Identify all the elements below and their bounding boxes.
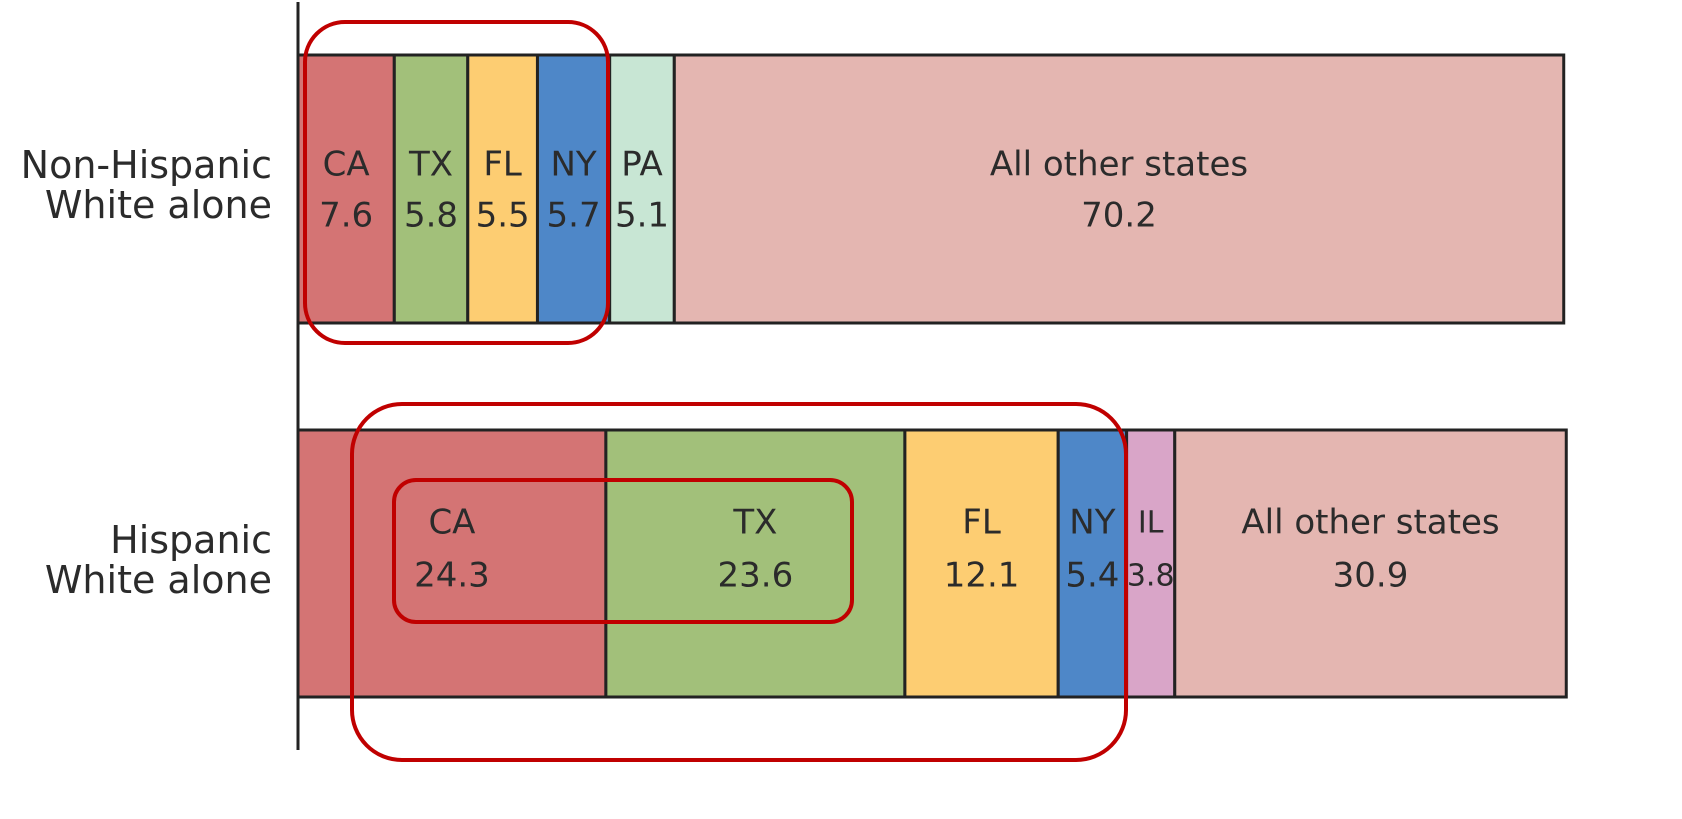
segment-name: CA	[323, 145, 370, 185]
segment-value: 3.8	[1127, 559, 1175, 594]
segment-name: PA	[621, 145, 663, 185]
segment-name: CA	[428, 503, 475, 543]
bar-segment	[604, 428, 907, 699]
segment-value: 5.1	[615, 196, 669, 236]
segment-name: TX	[732, 503, 777, 543]
segment-name: TX	[408, 145, 453, 185]
highlights	[303, 20, 1128, 762]
segment-value: 70.2	[1081, 196, 1157, 236]
segment-value: 12.1	[944, 556, 1020, 596]
segment-value: 23.6	[718, 556, 794, 596]
segment-name: All other states	[990, 145, 1248, 185]
segment-value: 5.5	[476, 196, 530, 236]
category-text: Non-Hispanic White alone	[20, 145, 272, 227]
bar-segment	[1125, 428, 1177, 699]
highlight-box	[392, 478, 854, 624]
category-label: Non-Hispanic White alone	[20, 145, 272, 227]
bar-segment	[608, 53, 676, 325]
bar-segment	[1173, 428, 1568, 699]
bar-segment	[392, 53, 470, 325]
bar-segment	[672, 53, 1566, 325]
highlight-box	[350, 402, 1128, 762]
bar-segment	[466, 53, 539, 325]
segment-name: IL	[1138, 506, 1164, 541]
segment-name: FL	[483, 145, 522, 185]
segment-value: 24.3	[414, 556, 490, 596]
segment-name: All other states	[1241, 503, 1499, 543]
bar-segment	[296, 428, 608, 699]
segment-value: 5.7	[547, 196, 601, 236]
segment-value: 30.9	[1333, 556, 1409, 596]
highlight-box	[303, 20, 610, 345]
bars: CA 7.6 TX 5.8 FL 5.5 NY 5.7 PA 5.1 All other state…	[296, 53, 1568, 699]
segment-name: NY	[550, 145, 596, 185]
segment-name: FL	[962, 503, 1001, 543]
segment-name: NY	[1069, 503, 1115, 543]
bar-segment	[535, 53, 612, 325]
segment-value: 5.4	[1065, 556, 1119, 596]
bar-segment	[296, 53, 396, 325]
bar-segment	[903, 428, 1060, 699]
category-text: Hispanic White alone	[44, 519, 272, 602]
segment-value: 7.6	[319, 196, 373, 236]
category-label: Hispanic White alone	[44, 519, 272, 602]
segment-value: 5.8	[404, 196, 458, 236]
